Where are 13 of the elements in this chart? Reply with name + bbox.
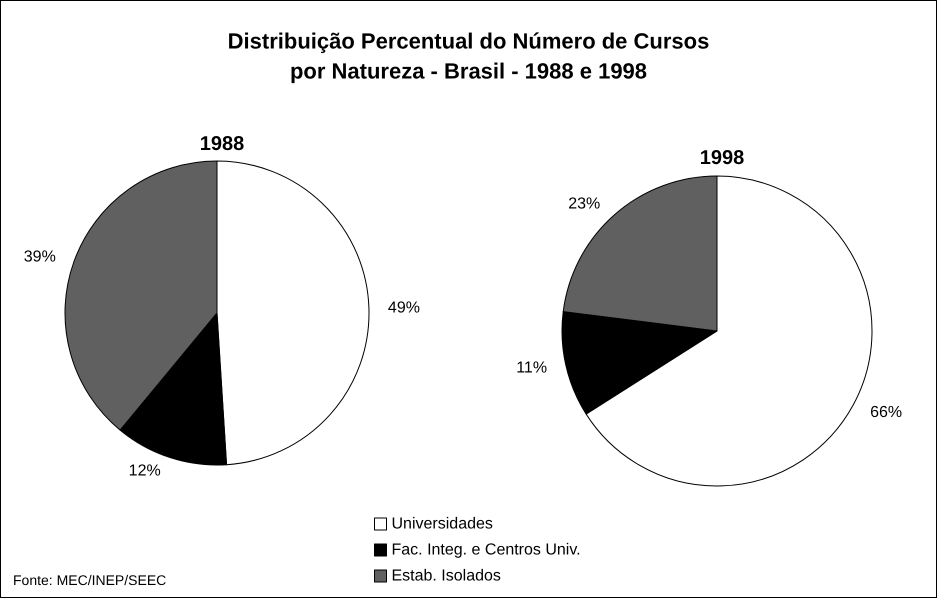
data-label: 12% [128, 462, 161, 480]
data-label: 66% [870, 404, 902, 421]
data-label: 39% [24, 248, 56, 266]
data-label: 23% [568, 196, 600, 213]
data-label: 49% [388, 299, 420, 316]
source-note: Fonte: MEC/INEP/SEEC [13, 572, 166, 588]
legend-label: Estab. Isolados [392, 568, 501, 584]
chart-title: Distribuição Percentual do Número de Cursos por Natureza - Brasil - 1988 e 1998 [228, 28, 710, 84]
slice-label: 1998 [700, 147, 744, 169]
slice-label: 1988 [200, 133, 244, 155]
legend-label: Fac. Integ. e Centros Univ. [392, 542, 581, 558]
data-label: 11% [516, 359, 548, 376]
legend-label: Universidades [392, 516, 493, 532]
